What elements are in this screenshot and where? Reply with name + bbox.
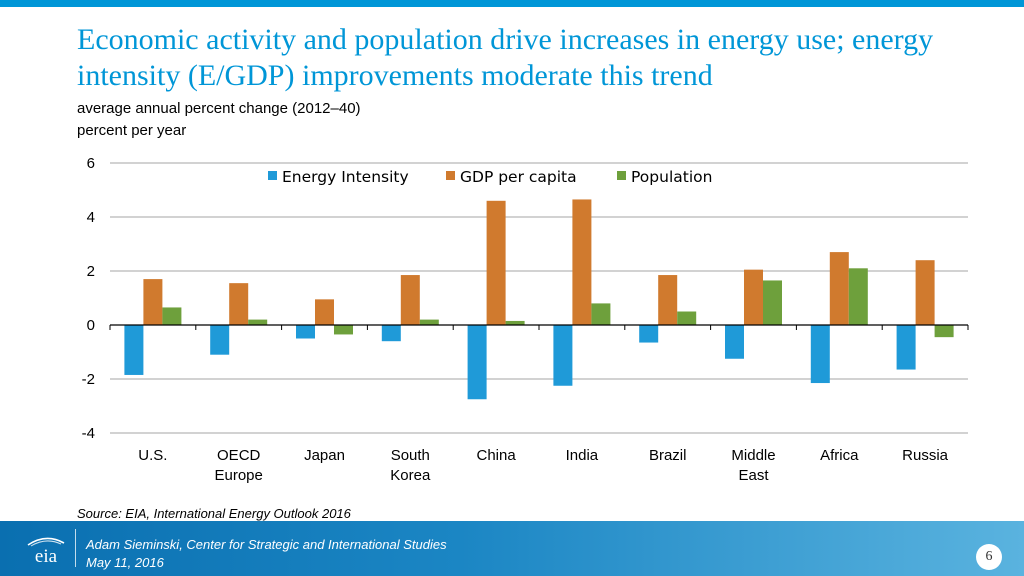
category-label: Africa — [820, 447, 859, 464]
category-label: Korea — [390, 467, 431, 484]
bar-population-6 — [677, 311, 697, 325]
bar-population-5 — [591, 303, 611, 325]
y-axis-unit-label: percent per year — [77, 122, 187, 139]
bar-energy-intensity-8 — [810, 325, 830, 384]
category-label: Europe — [215, 467, 263, 484]
y-tick-label: 6 — [87, 155, 95, 172]
bar-gdp-per-capita-6 — [658, 275, 678, 325]
bar-energy-intensity-2 — [296, 325, 315, 339]
bar-energy-intensity-5 — [553, 325, 573, 386]
bar-population-8 — [848, 268, 868, 325]
bar-gdp-per-capita-1 — [229, 283, 249, 325]
slide-title: Economic activity and population drive i… — [77, 23, 934, 92]
eia-logo: eia — [27, 537, 65, 567]
category-label: Middle — [731, 447, 775, 464]
bar-population-7 — [763, 280, 782, 325]
category-label: South — [391, 447, 430, 464]
bar-population-1 — [248, 319, 268, 325]
presentation-date: May 11, 2016 — [86, 555, 164, 570]
category-label: U.S. — [138, 447, 167, 464]
category-label: China — [476, 447, 516, 464]
bar-energy-intensity-3 — [381, 325, 401, 342]
bar-gdp-per-capita-8 — [829, 252, 849, 325]
bar-gdp-per-capita-2 — [315, 299, 334, 325]
bar-energy-intensity-4 — [467, 325, 487, 400]
category-label: OECD — [217, 447, 261, 464]
source-note: Source: EIA, International Energy Outloo… — [77, 506, 351, 521]
presenter-info: Adam Sieminski, Center for Strategic and… — [86, 537, 447, 552]
bar-gdp-per-capita-3 — [400, 275, 420, 325]
footer-bar: eia Adam Sieminski, Center for Strategic… — [0, 521, 1024, 576]
legend-label: GDP per capita — [460, 168, 577, 186]
bar-gdp-per-capita-9 — [915, 260, 935, 325]
bar-energy-intensity-9 — [896, 325, 916, 370]
category-label: India — [566, 447, 599, 464]
legend-swatch — [617, 171, 626, 180]
top-accent-bar — [0, 0, 1024, 7]
bar-gdp-per-capita-0 — [143, 279, 163, 325]
footer-divider — [75, 529, 76, 567]
category-label: Japan — [304, 447, 345, 464]
legend-swatch — [446, 171, 455, 180]
category-label: East — [738, 467, 769, 484]
bar-population-2 — [334, 325, 353, 335]
y-tick-label: 0 — [87, 317, 95, 334]
bar-gdp-per-capita-5 — [572, 199, 592, 325]
legend-label: Energy Intensity — [282, 168, 409, 186]
bar-chart: 6 4 2 0 -2 -4 U.S. OECD Europe Japan South Korea Chi… — [82, 155, 969, 484]
category-label: Russia — [902, 447, 949, 464]
bar-gdp-per-capita-7 — [744, 269, 763, 325]
y-tick-label: -2 — [82, 371, 95, 388]
bar-population-3 — [419, 319, 439, 325]
bar-energy-intensity-1 — [210, 325, 230, 355]
bar-energy-intensity-7 — [725, 325, 744, 359]
bar-population-9 — [934, 325, 954, 338]
bar-energy-intensity-6 — [639, 325, 659, 343]
page-number: 6 — [976, 544, 1002, 570]
bar-gdp-per-capita-4 — [486, 200, 506, 325]
legend-swatch — [268, 171, 277, 180]
legend-label: Population — [631, 168, 712, 186]
y-tick-label: 4 — [87, 209, 95, 226]
category-label: Brazil — [649, 447, 687, 464]
y-tick-label: 2 — [87, 263, 95, 280]
logo-text: eia — [35, 546, 58, 567]
y-tick-label: -4 — [82, 425, 95, 442]
chart-subtitle: average annual percent change (2012–40) — [77, 100, 361, 117]
bar-population-0 — [162, 307, 182, 325]
bar-population-4 — [505, 320, 525, 325]
bar-energy-intensity-0 — [124, 325, 144, 375]
